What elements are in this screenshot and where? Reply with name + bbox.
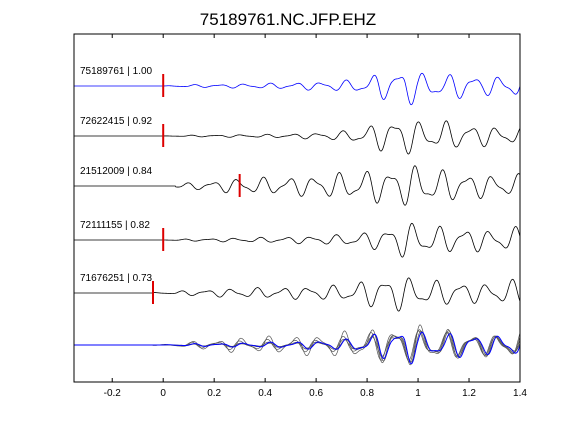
traces-layer: 75189761 | 1.00 72622415 | 0.92 21512009 |… [74,66,521,366]
x-tick-label: 0.2 [207,388,221,399]
trace-label: 72111155 | 0.82 [80,220,150,231]
trace-waveform [74,165,521,206]
x-tick-label: 0.4 [258,388,272,399]
trace-waveform [74,120,521,155]
trace-label: 21512009 | 0.84 [80,166,153,177]
x-tick-label: 0.6 [309,388,323,399]
trace-label: 72622415 | 0.92 [80,116,153,127]
x-tick-label: 1.4 [513,388,527,399]
trace-waveform [74,277,521,312]
x-axis: -0.2 0 0.2 0.4 0.6 0.8 1 1.2 1.4 [104,34,527,399]
plot-frame [73,33,521,383]
x-tick-label: -0.2 [104,388,122,399]
x-tick-label: 1.2 [462,388,476,399]
trace-waveform [74,222,521,258]
x-tick-label: 1 [415,388,421,399]
trace-waveform [74,72,521,106]
stack-reference-waveform [74,331,521,365]
trace-label: 75189761 | 1.00 [80,66,153,77]
x-tick-label: 0.8 [360,388,374,399]
trace-label: 71676251 | 0.73 [80,273,153,284]
chart-title: 75189761.NC.JFP.EHZ [200,10,376,29]
x-tick-label: 0 [160,388,166,399]
